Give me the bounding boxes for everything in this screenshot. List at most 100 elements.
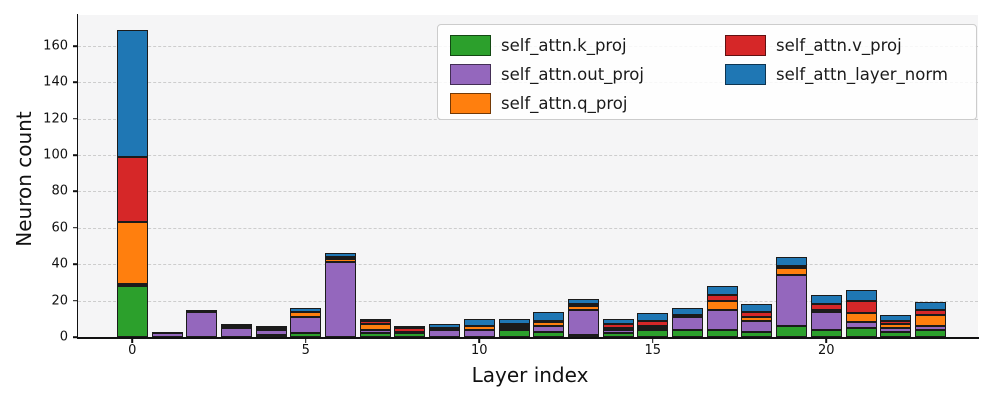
bar-segment-self_attn_layer_norm	[567, 298, 599, 305]
bar-segment-self_attn_layer_norm	[845, 289, 877, 301]
bar-segment-self_attn.v_proj	[914, 309, 946, 316]
bar-segment-self_attn.out_proj	[186, 311, 218, 337]
x-tick-label: 15	[644, 343, 662, 358]
bar-segment-self_attn.v_proj	[637, 320, 669, 327]
bar-segment-self_attn.q_proj	[290, 311, 322, 317]
bar-segment-self_attn_layer_norm	[637, 313, 669, 321]
bar-segment-self_attn_layer_norm	[394, 326, 426, 329]
bar-segment-self_attn.out_proj	[290, 316, 322, 334]
bar-segment-self_attn.out_proj	[672, 316, 703, 330]
bar-segment-self_attn.q_proj	[359, 324, 391, 330]
bar-segment-self_attn_layer_norm	[151, 331, 183, 334]
bar-segment-self_attn.out_proj	[220, 327, 252, 337]
bar-segment-self_attn_layer_norm	[776, 256, 808, 267]
bar-segment-self_attn.q_proj	[463, 326, 495, 330]
bar-segment-self_attn.out_proj	[255, 329, 287, 336]
bar-segment-self_attn.q_proj	[429, 327, 461, 330]
x-tick-mark	[825, 338, 828, 343]
bar-segment-self_attn_layer_norm	[672, 307, 703, 316]
bar-segment-self_attn.q_proj	[810, 309, 842, 312]
gridline	[78, 227, 978, 229]
bar-segment-self_attn.q_proj	[116, 222, 148, 285]
bar-segment-self_attn.out_proj	[880, 327, 912, 332]
bar-segment-self_attn.q_proj	[637, 326, 669, 329]
legend-item: self_attn.q_proj	[450, 91, 627, 115]
bar-segment-self_attn_layer_norm	[359, 318, 391, 321]
bar-segment-self_attn.out_proj	[602, 329, 634, 334]
bar-segment-self_attn.k_proj	[116, 286, 148, 337]
bar-segment-self_attn.out_proj	[637, 327, 669, 330]
y-tick-mark	[73, 299, 78, 302]
legend-item: self_attn_layer_norm	[725, 62, 948, 86]
bar-segment-self_attn.v_proj	[498, 324, 530, 327]
y-tick-mark	[73, 117, 78, 120]
bar-segment-self_attn.q_proj	[741, 316, 773, 321]
bar-segment-self_attn_layer_norm	[290, 307, 322, 312]
bar-segment-self_attn.q_proj	[325, 258, 356, 263]
bar-segment-self_attn.v_proj	[706, 295, 738, 301]
legend-label: self_attn.k_proj	[501, 35, 627, 55]
bar-segment-self_attn.v_proj	[116, 156, 148, 223]
x-axis-label: Layer index	[471, 363, 589, 387]
bar-segment-self_attn_layer_norm	[880, 315, 912, 321]
x-tick-label: 0	[128, 343, 137, 358]
bar-segment-self_attn.q_proj	[498, 326, 530, 329]
bar-segment-self_attn.q_proj	[602, 327, 634, 330]
bar-segment-self_attn.q_proj	[845, 313, 877, 323]
bar-segment-self_attn.out_proj	[429, 329, 461, 337]
gridline	[78, 191, 978, 193]
bar-segment-self_attn.out_proj	[498, 327, 530, 330]
legend-label: self_attn_layer_norm	[776, 64, 948, 84]
y-tick-label: 160	[43, 38, 68, 54]
bar-segment-self_attn.k_proj	[845, 327, 877, 337]
bar-segment-self_attn.out_proj	[845, 322, 877, 328]
gridline	[78, 264, 978, 266]
bar-segment-self_attn.out_proj	[359, 329, 391, 334]
bar-segment-self_attn.k_proj	[637, 329, 669, 337]
bar-segment-self_attn_layer_norm	[914, 302, 946, 310]
bar-segment-self_attn.v_proj	[880, 320, 912, 325]
bar-segment-self_attn.out_proj	[325, 262, 356, 337]
bar-segment-self_attn.q_proj	[914, 315, 946, 327]
legend-label: self_attn.v_proj	[776, 35, 902, 55]
bar-segment-self_attn.v_proj	[567, 304, 599, 307]
legend-item: self_attn.out_proj	[450, 62, 644, 86]
y-tick-mark	[73, 263, 78, 266]
legend-label: self_attn.q_proj	[501, 93, 628, 113]
legend-swatch-self_attn.q_proj	[450, 92, 491, 114]
legend: self_attn.k_proj self_attn.out_proj self_a…	[437, 24, 977, 120]
bar-segment-self_attn.q_proj	[880, 324, 912, 328]
y-tick-label: 40	[51, 256, 68, 272]
x-tick-label: 5	[301, 343, 310, 358]
x-tick-mark	[305, 338, 307, 343]
bar-segment-self_attn_layer_norm	[706, 286, 738, 296]
bar-segment-self_attn.k_proj	[706, 329, 738, 337]
y-tick-label: 120	[43, 111, 68, 127]
bar-segment-self_attn.v_proj	[776, 266, 808, 269]
y-tick-mark	[73, 45, 78, 47]
bar-segment-self_attn.k_proj	[533, 331, 565, 337]
bar-segment-self_attn_layer_norm	[325, 253, 356, 257]
y-tick-label: 80	[51, 183, 68, 199]
gridline	[78, 300, 978, 302]
bar-segment-self_attn.v_proj	[186, 309, 218, 312]
bar-segment-self_attn.k_proj	[741, 331, 773, 337]
x-tick-label: 20	[818, 343, 835, 358]
legend-swatch-self_attn_layer_norm	[725, 63, 766, 85]
y-tick-label: 0	[59, 329, 68, 345]
bar-segment-self_attn.v_proj	[255, 327, 287, 330]
bar-segment-self_attn_layer_norm	[602, 318, 634, 325]
bar-segment-self_attn_layer_norm	[810, 295, 842, 305]
bar-segment-self_attn.out_proj	[776, 275, 808, 327]
bar-segment-self_attn.v_proj	[741, 311, 773, 317]
bar-segment-self_attn.out_proj	[706, 309, 738, 330]
y-tick-mark	[73, 336, 78, 338]
bar-segment-self_attn_layer_norm	[255, 326, 287, 329]
y-tick-mark	[73, 190, 78, 193]
legend-label: self_attn.out_proj	[501, 64, 644, 84]
legend-item: self_attn.v_proj	[725, 33, 902, 57]
bar-segment-self_attn.q_proj	[672, 315, 703, 318]
x-tick-mark	[652, 338, 654, 343]
bar-segment-self_attn.out_proj	[741, 320, 773, 332]
